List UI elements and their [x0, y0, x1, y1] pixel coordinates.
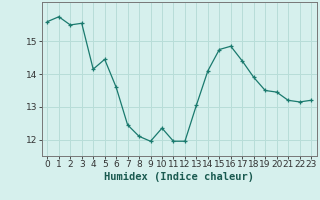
X-axis label: Humidex (Indice chaleur): Humidex (Indice chaleur) — [104, 172, 254, 182]
